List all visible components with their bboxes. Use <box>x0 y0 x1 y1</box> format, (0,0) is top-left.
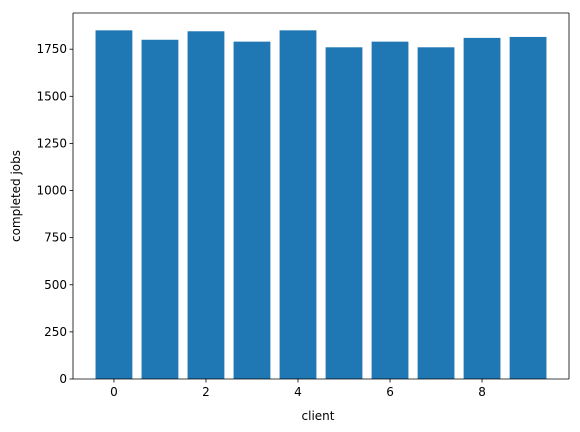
bar <box>325 47 363 379</box>
bar <box>417 47 455 379</box>
y-tick-label: 0 <box>59 372 67 386</box>
y-tick-label: 1250 <box>36 136 67 150</box>
bar <box>141 39 179 380</box>
y-tick-label: 750 <box>44 231 67 245</box>
x-tick-label: 4 <box>294 385 302 399</box>
y-tick-label: 1000 <box>36 184 67 198</box>
x-axis-label: client <box>302 409 335 423</box>
bar <box>463 37 501 380</box>
x-tick-label: 2 <box>202 385 210 399</box>
y-tick-label: 500 <box>44 278 67 292</box>
bar <box>187 31 225 379</box>
y-tick-label: 1750 <box>36 42 67 56</box>
y-tick-label: 250 <box>44 325 67 339</box>
bar <box>233 41 271 379</box>
y-axis-label: completed jobs <box>9 150 23 242</box>
x-tick-label: 6 <box>386 385 394 399</box>
bar <box>371 41 409 379</box>
x-tick-label: 0 <box>110 385 118 399</box>
bar <box>279 30 317 379</box>
x-tick-label: 8 <box>478 385 486 399</box>
bar <box>95 30 133 379</box>
bar <box>509 36 547 379</box>
y-tick-label: 1500 <box>36 89 67 103</box>
